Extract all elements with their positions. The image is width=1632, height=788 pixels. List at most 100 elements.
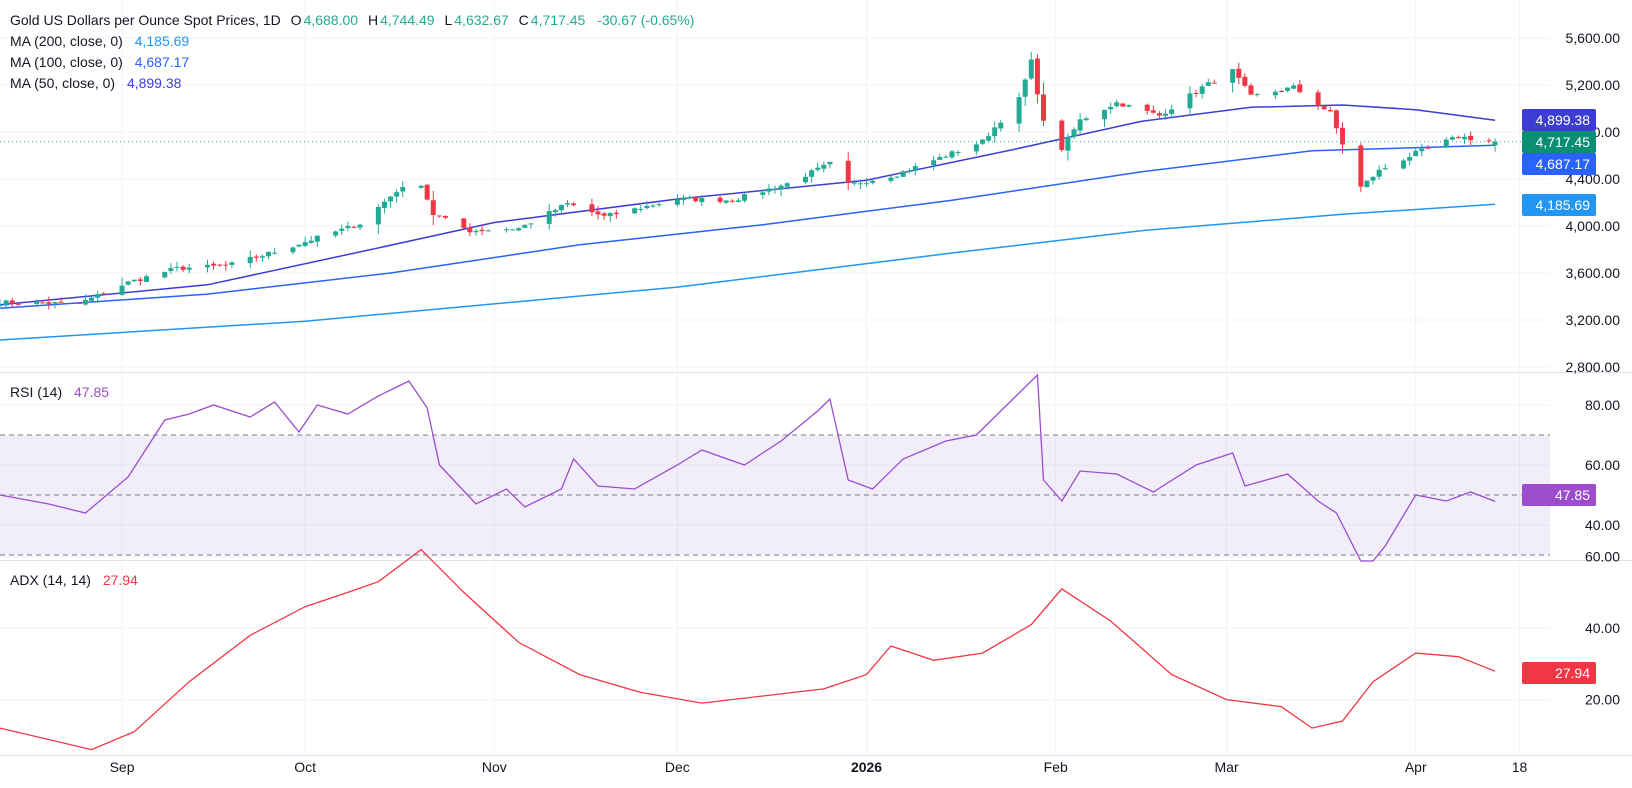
candle-body (516, 228, 522, 231)
legend-ma200: MA (200, close, 0) 4,185.69 (10, 31, 189, 51)
candle-body (1340, 127, 1346, 145)
candle-body (1413, 150, 1419, 157)
candle-body (314, 235, 320, 242)
candle-body (1425, 147, 1431, 149)
candle-body (699, 197, 705, 203)
candle-body (906, 170, 912, 172)
ohlc-high-key: H (367, 12, 379, 28)
candle-body (253, 256, 259, 258)
candle-body (546, 211, 552, 224)
ohlc-open-key: O (290, 12, 302, 28)
candle-body (204, 264, 210, 268)
candle-body (1236, 68, 1242, 78)
candle-body (674, 199, 680, 205)
candle-body (912, 166, 918, 171)
x-tick-label: Sep (110, 759, 135, 775)
candle-body (1401, 160, 1407, 169)
badge-rsi: 47.85 (1522, 484, 1596, 506)
candle-body (1315, 92, 1321, 106)
candle-body (510, 229, 516, 231)
candle-body (174, 266, 180, 268)
legend-ma50: MA (50, close, 0) 4,899.38 (10, 73, 181, 93)
candle-body (931, 160, 937, 166)
legend-rsi: RSI (14) 47.85 (10, 382, 109, 402)
candle-body (1022, 79, 1028, 97)
rsi-line (0, 373, 1496, 562)
candle-body (565, 203, 571, 205)
candle-body (735, 200, 741, 202)
candle-body (656, 204, 662, 206)
candle-body (351, 226, 357, 228)
legend-ma50-value: 4,899.38 (126, 75, 182, 91)
legend-rsi-value: 47.85 (74, 384, 110, 400)
candle-body (217, 264, 223, 266)
rsi-y-tick-label: 80.00 (1585, 397, 1620, 413)
candle-body (552, 210, 558, 213)
rsi-band (0, 434, 1550, 556)
x-tick-label: 18 (1512, 759, 1528, 775)
candle-body (1443, 139, 1449, 148)
candle-body (143, 276, 149, 282)
candle-body (1120, 103, 1126, 107)
candle-body (998, 122, 1004, 129)
candle-body (1163, 113, 1169, 116)
candle-body (693, 197, 699, 202)
candle-body (1108, 106, 1114, 110)
candle-body (821, 164, 827, 169)
ohlc-high-value: 4,744.49 (380, 12, 435, 28)
candle-body (595, 211, 601, 215)
candle-body (131, 279, 137, 282)
candle-body (1358, 145, 1364, 187)
candle-body (442, 216, 448, 218)
candle-body (1364, 180, 1370, 188)
candle-body (76, 302, 82, 304)
candle-body (644, 205, 650, 209)
candle-body (766, 188, 772, 192)
legend-ma200-label: MA (200, close, 0) (10, 33, 123, 49)
ohlc-low-value: 4,632.67 (454, 12, 509, 28)
badge-ma50: 4,899.38 (1522, 109, 1596, 131)
candle-body (375, 206, 381, 225)
x-tick-label: Apr (1405, 759, 1427, 775)
candle-body (558, 205, 564, 211)
candle-body (803, 176, 809, 183)
candle-body (772, 189, 778, 191)
candle-body (1144, 104, 1150, 111)
candle-body (1059, 120, 1065, 150)
candle-body (259, 256, 265, 258)
candle-body (82, 300, 88, 305)
rsi-y-tick-label: 40.00 (1585, 517, 1620, 533)
candle-body (680, 197, 686, 201)
candle-body (870, 180, 876, 183)
candle-body (979, 139, 985, 144)
candle-body (815, 167, 821, 170)
candle-body (1242, 76, 1248, 86)
candle-body (949, 151, 955, 158)
candle-body (266, 252, 272, 257)
x-tick-label: Mar (1215, 759, 1239, 775)
candle-body (845, 160, 851, 183)
candle-body (308, 240, 314, 243)
candle-body (0, 304, 3, 306)
candle-body (394, 192, 400, 197)
candle-body (1321, 106, 1327, 110)
candle-body (1285, 87, 1291, 91)
candle-body (1102, 109, 1108, 120)
candle-body (1462, 136, 1468, 140)
candle-body (1205, 82, 1211, 86)
x-tick-label: Nov (482, 759, 507, 775)
legend-adx-label: ADX (14, 14) (10, 572, 91, 588)
candle-body (296, 244, 302, 247)
candle-body (1419, 148, 1425, 152)
candles (0, 52, 1550, 310)
candle-body (223, 264, 229, 266)
candle-body (1333, 110, 1339, 129)
candle-body (613, 212, 619, 215)
candle-body (650, 205, 656, 207)
x-tick-label: Dec (665, 759, 690, 775)
candle-body (1407, 156, 1413, 161)
candle-body (1065, 136, 1071, 151)
candle-body (1468, 136, 1474, 141)
legend-ma50-label: MA (50, close, 0) (10, 75, 116, 91)
